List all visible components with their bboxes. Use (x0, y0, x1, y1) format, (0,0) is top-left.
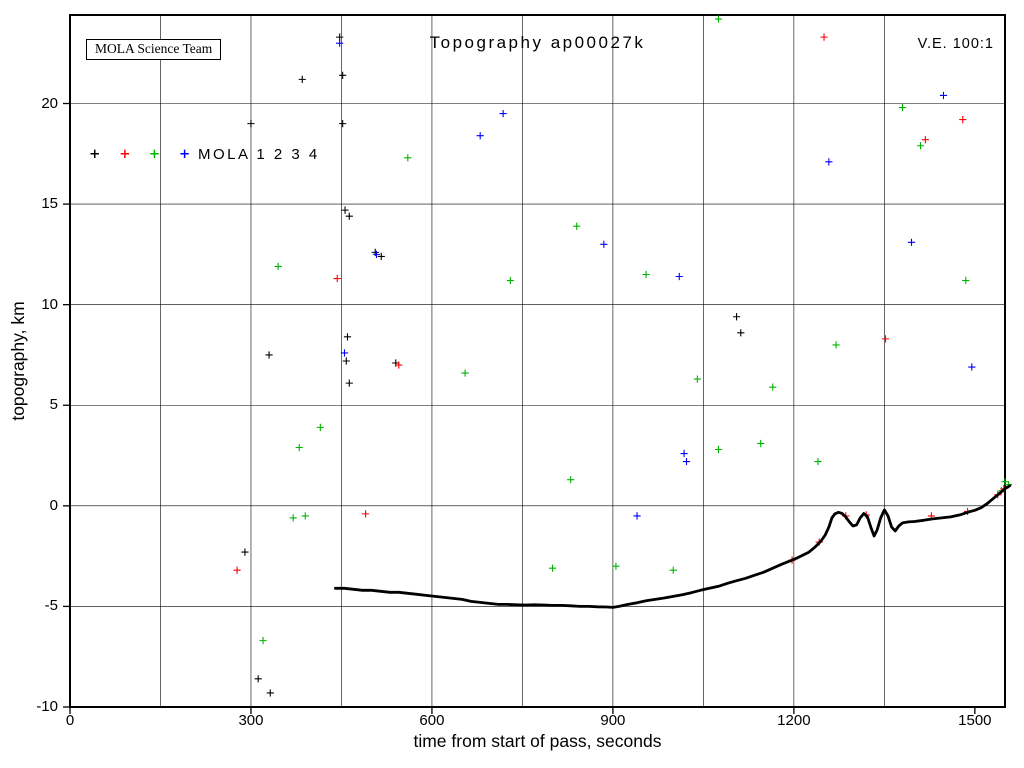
scatter-point (939, 91, 948, 100)
scatter-point (289, 514, 297, 522)
scatter-point (693, 375, 701, 383)
y-tick-label: -10 (36, 698, 58, 715)
scatter-point (341, 206, 349, 214)
scatter-point (377, 252, 385, 260)
scatter-point (959, 116, 967, 124)
scatter-point (814, 457, 822, 466)
x-tick-label: 900 (600, 712, 626, 729)
scatter-point (682, 457, 691, 466)
legend-marker-mola-3 (150, 149, 159, 159)
scatter-point (714, 15, 723, 23)
scatter-point (669, 566, 677, 574)
scatter-point (898, 103, 907, 112)
scatter-point (1001, 478, 1009, 486)
scatter-point (737, 329, 745, 337)
scatter-point (266, 689, 274, 697)
scatter-point (968, 363, 976, 371)
scatter-point (340, 349, 349, 357)
scatter-point (345, 379, 353, 387)
scatter-point (573, 222, 581, 230)
scatter-point (633, 512, 641, 520)
y-tick-label: 15 (41, 195, 58, 213)
y-tick-label: 20 (41, 94, 58, 112)
scatter-point (395, 361, 403, 369)
scatter-point (612, 562, 620, 570)
scatter-point (825, 158, 833, 166)
legend-marker-mola-2 (120, 149, 130, 159)
scatter-point (342, 357, 350, 365)
scatter-point (254, 675, 262, 683)
scatter-point (548, 564, 557, 572)
scatter-point (259, 637, 267, 645)
scatter-point (600, 240, 608, 248)
legend-marker-mola-1 (90, 149, 99, 159)
scatter-point (675, 272, 683, 281)
scatter-point (921, 136, 929, 144)
vertical-exaggeration-label: V.E. 100:1 (917, 36, 994, 52)
y-tick-label: 10 (41, 295, 58, 313)
scatter-point (333, 274, 341, 283)
scatter-point (241, 548, 249, 556)
x-tick-label: 300 (238, 712, 264, 729)
scatter-point (343, 333, 352, 341)
scatter-point (962, 276, 970, 285)
scatter-point (506, 276, 514, 285)
scatter-point (345, 212, 353, 220)
y-tick-label: -5 (44, 597, 58, 615)
x-axis-label: time from start of pass, seconds (413, 731, 662, 751)
scatter-point (461, 369, 469, 377)
legend-marker-mola-4 (180, 149, 189, 159)
scatter-point (339, 120, 347, 128)
x-tick-label: 600 (419, 712, 445, 729)
y-tick-label: 5 (49, 396, 58, 414)
scatter-point (832, 341, 840, 349)
scatter-point (680, 449, 688, 458)
scatter-point (233, 566, 241, 574)
scatter-point (757, 439, 765, 448)
scatter-point (361, 510, 370, 518)
scatter-point (295, 443, 303, 452)
scatter-point (372, 250, 381, 258)
scatter-point (881, 335, 890, 343)
legend-label: MOLA 1 2 3 4 (198, 146, 320, 163)
x-tick-label: 1200 (777, 712, 811, 729)
scatter-point (499, 109, 507, 118)
scatter-point (404, 154, 412, 162)
scatter-point (567, 476, 575, 484)
scatter-point (247, 120, 255, 128)
scatter-point (714, 445, 723, 454)
scatter-point (916, 142, 925, 150)
scatter-point (301, 512, 309, 520)
scatter-point (336, 33, 344, 41)
x-tick-label: 1500 (958, 712, 992, 729)
plot-border (69, 14, 1006, 708)
x-tick-label: 0 (65, 712, 75, 729)
scatter-point (476, 132, 484, 140)
y-tick-label: 0 (49, 496, 58, 514)
scatter-point (298, 75, 306, 83)
scatter-point (769, 383, 777, 391)
scatter-point (316, 423, 324, 431)
scatter-point (339, 71, 347, 79)
topography-profile (334, 484, 1012, 609)
plot-title: Topography ap00027k (429, 33, 646, 52)
credit-box: MOLA Science Team (86, 39, 222, 60)
scatter-point (336, 39, 344, 47)
scatter-point (642, 270, 650, 279)
scatter-point (274, 262, 282, 271)
scatter-point (907, 238, 916, 246)
scatter-point (820, 33, 828, 41)
scatter-point (265, 351, 273, 359)
scatter-point (732, 313, 741, 321)
